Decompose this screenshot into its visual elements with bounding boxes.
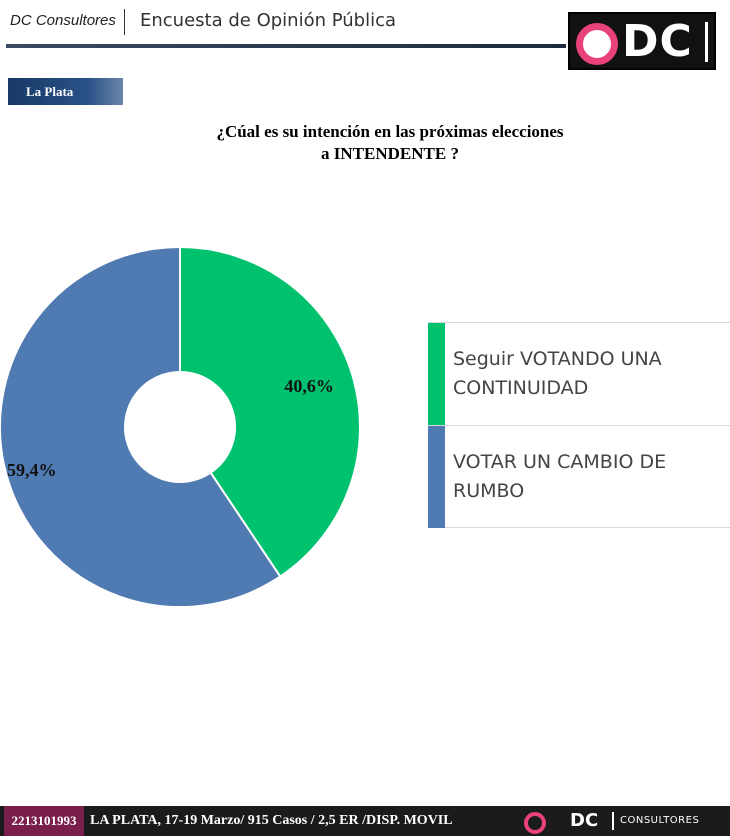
chart-legend: Seguir VOTANDO UNA CONTINUIDAD VOTAR UN … bbox=[428, 322, 730, 528]
footer-survey-info: LA PLATA, 17-19 Marzo/ 915 Casos / 2,5 E… bbox=[90, 813, 453, 828]
slice-change bbox=[0, 245, 282, 608]
odc-logo: DC bbox=[568, 12, 716, 70]
logo-text: DC bbox=[622, 16, 693, 67]
logo-bar bbox=[705, 22, 708, 62]
legend-item-change: VOTAR UN CAMBIO DE RUMBO bbox=[428, 425, 730, 528]
survey-question: ¿Cúal es su intención en las próximas el… bbox=[140, 121, 640, 165]
data-label-continuity: 40,6% bbox=[284, 376, 334, 396]
slice-continuity bbox=[179, 245, 361, 578]
region-tab: La Plata bbox=[8, 78, 123, 105]
footer-logo-separator bbox=[612, 812, 614, 830]
donut-chart: 40,6% 59,4% bbox=[0, 245, 361, 608]
footer-logo-ring-icon bbox=[524, 812, 546, 834]
header-separator bbox=[124, 9, 125, 35]
header-divider bbox=[6, 44, 566, 48]
footer-phone: 2213101993 bbox=[4, 806, 84, 836]
question-line-1: ¿Cúal es su intención en las próximas el… bbox=[216, 122, 564, 141]
footer-bar: 2213101993 LA PLATA, 17-19 Marzo/ 915 Ca… bbox=[0, 806, 730, 836]
legend-label-continuity: Seguir VOTANDO UNA CONTINUIDAD bbox=[453, 348, 662, 399]
question-line-2: a INTENDENTE ? bbox=[321, 144, 459, 163]
legend-swatch-continuity bbox=[428, 323, 445, 425]
legend-label-change: VOTAR UN CAMBIO DE RUMBO bbox=[453, 451, 667, 502]
page-title: Encuesta de Opinión Pública bbox=[140, 10, 397, 31]
footer-consultores: CONSULTORES bbox=[620, 815, 700, 826]
legend-swatch-change bbox=[428, 426, 445, 528]
data-label-change: 59,4% bbox=[7, 460, 57, 480]
brand-name: DC Consultores bbox=[10, 12, 116, 29]
footer-logo-text: DC bbox=[570, 810, 599, 831]
legend-item-continuity: Seguir VOTANDO UNA CONTINUIDAD bbox=[428, 322, 730, 425]
logo-ring-icon bbox=[576, 23, 618, 65]
